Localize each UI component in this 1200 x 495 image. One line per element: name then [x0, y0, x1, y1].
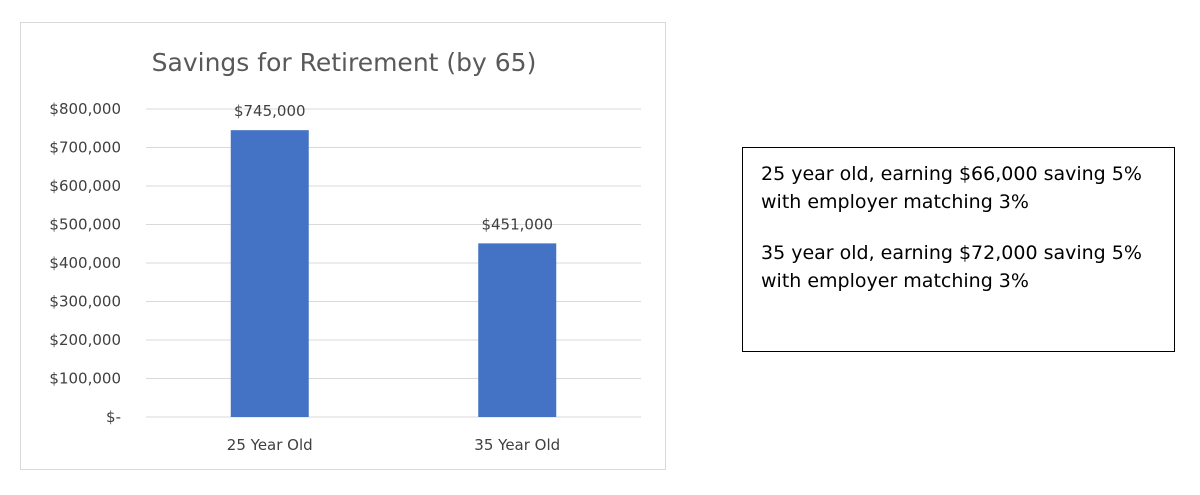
y-tick-label: $300,000 [49, 293, 121, 311]
y-tick-label: $500,000 [49, 216, 121, 234]
y-tick-label: $200,000 [49, 331, 121, 349]
y-tick-label: $800,000 [49, 100, 121, 118]
y-tick-label: $- [106, 408, 121, 426]
data-label-2: $451,000 [481, 215, 553, 233]
bars [230, 130, 557, 418]
y-tick-label: $600,000 [49, 177, 121, 195]
y-tick-label: $700,000 [49, 139, 121, 157]
x-axis-categories: 25 Year Old 35 Year Old [227, 436, 560, 454]
note-paragraph-25: 25 year old, earning $66,000 saving 5% w… [761, 163, 1142, 213]
bar-chart: Savings for Retirement (by 65) $- $100,00… [49, 48, 641, 454]
chart-title: Savings for Retirement (by 65) [152, 48, 537, 77]
category-label-1: 25 Year Old [227, 436, 313, 454]
data-label-1: $745,000 [234, 102, 306, 120]
bar-2 [478, 243, 557, 417]
data-labels: $745,000 $451,000 [234, 102, 553, 233]
category-label-2: 35 Year Old [474, 436, 560, 454]
y-axis-ticks: $- $100,000 $200,000 $300,000 $400,000 $500,0… [49, 100, 121, 426]
chart-frame: Savings for Retirement (by 65) $- $100,00… [20, 22, 666, 470]
bar-1 [230, 130, 309, 418]
y-tick-label: $100,000 [49, 370, 121, 388]
gridlines [146, 108, 641, 418]
y-tick-label: $400,000 [49, 254, 121, 272]
note-box: 25 year old, earning $66,000 saving 5% w… [742, 147, 1175, 352]
note-paragraph-35: 35 year old, earning $72,000 saving 5% w… [761, 242, 1142, 292]
